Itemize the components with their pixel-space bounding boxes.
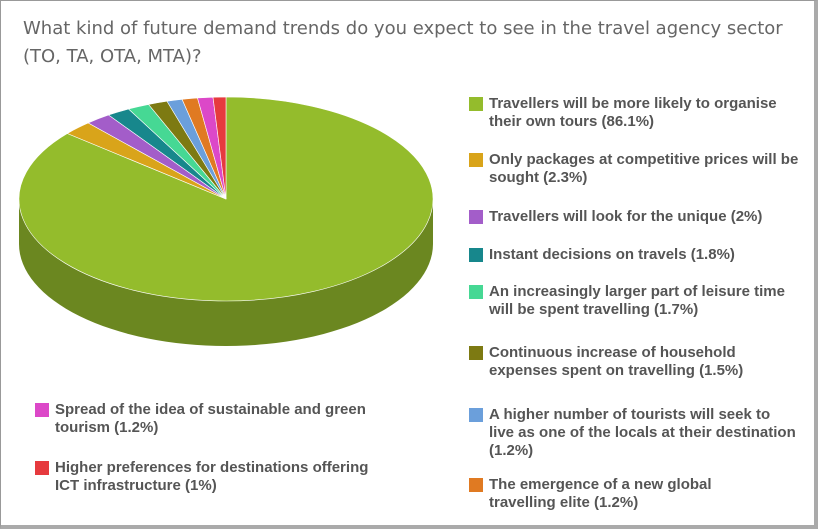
legend-label: Only packages at competitive prices will… [489,151,799,186]
legend-item: Continuous increase of household expense… [469,344,789,380]
legend-swatch [469,210,483,224]
slice-side [19,199,433,346]
legend-item: Instant decisions on travels (1.8%) [469,246,799,264]
legend-item: Only packages at competitive prices will… [469,151,799,187]
legend-swatch [35,403,49,417]
legend-item: The emergence of a new global travelling… [469,476,769,512]
legend-item: A higher number of tourists will seek to… [469,406,799,460]
legend-swatch [469,285,483,299]
legend-swatch [469,153,483,167]
chart-title: What kind of future demand trends do you… [23,18,783,67]
legend-swatch [469,478,483,492]
legend-label: Higher preferences for destinations offe… [55,459,369,494]
legend-label: Travellers will look for the unique (2%) [489,208,763,225]
legend-label: Spread of the idea of sustainable and gr… [55,401,366,436]
legend-item: Travellers will be more likely to organi… [469,95,799,131]
slice [18,96,434,302]
legend-swatch [35,461,49,475]
legend-swatch [469,97,483,111]
legend-label: Continuous increase of household expense… [489,344,744,379]
legend-label: A higher number of tourists will seek to… [489,406,796,459]
legend-item: Travellers will look for the unique (2%) [469,208,809,226]
slice [212,96,227,200]
legend-item: An increasingly larger part of leisure t… [469,283,789,319]
legend-swatch [469,408,483,422]
legend-item: Higher preferences for destinations offe… [35,459,375,495]
legend-swatch [469,346,483,360]
legend-swatch [469,248,483,262]
legend-label: Instant decisions on travels (1.8%) [489,246,735,263]
legend-label: Travellers will be more likely to organi… [489,95,777,130]
legend-label: The emergence of a new global travelling… [489,476,712,511]
legend-label: An increasingly larger part of leisure t… [489,283,785,318]
legend-item: Spread of the idea of sustainable and gr… [35,401,375,437]
